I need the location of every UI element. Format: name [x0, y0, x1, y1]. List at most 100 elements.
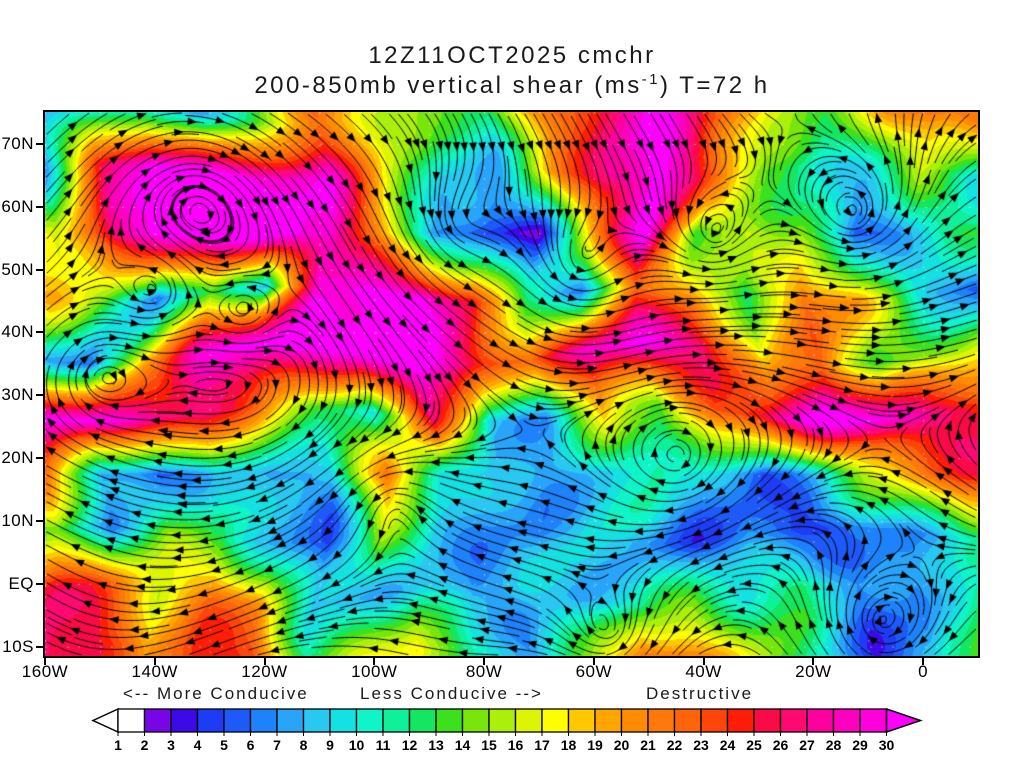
colorbar-label: 20	[614, 737, 630, 753]
x-axis-label: 80W	[465, 662, 503, 681]
colorbar-label: 30	[879, 737, 895, 753]
colorbar-cell	[620, 708, 649, 733]
x-axis-label: 120W	[241, 662, 288, 681]
y-axis-label: 10S	[2, 636, 34, 656]
x-axis-tick	[592, 657, 595, 665]
colorbar-cell	[302, 708, 331, 733]
colorbar-cell	[196, 708, 225, 733]
y-axis-label: 60N	[1, 196, 34, 216]
colorbar-label: 18	[561, 737, 577, 753]
y-axis-label: 50N	[1, 259, 34, 279]
x-axis-tick	[812, 657, 815, 665]
x-axis-tick	[263, 657, 266, 665]
y-axis-tick	[36, 331, 44, 334]
x-axis-tick	[483, 657, 486, 665]
title-field-exponent: -1	[641, 72, 661, 88]
colorbar-cell	[647, 708, 676, 733]
colorbar-label: 12	[402, 737, 418, 753]
y-axis-tick	[36, 143, 44, 146]
y-axis-tick	[36, 645, 44, 648]
colorbar-cell	[249, 708, 278, 733]
chart-title-field: 200-850mb vertical shear (ms-1) T=72 h	[0, 72, 1024, 100]
colorbar-cell	[329, 708, 358, 733]
colorbar: 1 2 3 4 5 6 7 8 9 10 11 12 13 14 15 16 17 18 19 20 21 22 23 24 2…	[91, 707, 923, 753]
title-field-post: ) T=72 h	[660, 72, 770, 99]
y-axis-label: 30N	[1, 385, 34, 405]
colorbar-label: 28	[826, 737, 842, 753]
y-axis-tick	[36, 394, 44, 397]
colorbar-cell	[435, 708, 464, 733]
x-axis-label: 40W	[685, 662, 722, 681]
colorbar-cell	[673, 708, 702, 733]
x-axis-tick	[44, 657, 46, 665]
colorbar-cell	[461, 708, 490, 733]
colorbar-cell	[806, 708, 835, 733]
x-axis-label: 100W	[351, 662, 398, 681]
colorbar-cell	[700, 708, 729, 733]
colorbar-label: 23	[693, 737, 709, 753]
colorbar-cell	[117, 708, 146, 733]
colorbar-label: 19	[587, 737, 603, 753]
x-axis-tick	[922, 657, 925, 665]
colorbar-label: 8	[300, 737, 308, 753]
colorbar-label: 11	[376, 737, 391, 753]
colorbar-label: 5	[220, 737, 228, 753]
colorbar-cell	[541, 708, 570, 733]
colorbar-cell	[514, 708, 543, 733]
colorbar-cell	[223, 708, 252, 733]
legend-destructive: Destructive	[646, 684, 754, 703]
y-axis-tick	[36, 205, 44, 208]
x-axis-label: 20W	[795, 662, 832, 681]
colorbar-label: 25	[746, 737, 762, 753]
y-axis-tick	[36, 519, 44, 522]
y-axis-label: EQ	[8, 573, 34, 593]
colorbar-cell	[753, 708, 782, 733]
legend-less-conducive: Less Conducive -->	[360, 684, 543, 703]
colorbar-label: 16	[508, 737, 524, 753]
x-axis-label: 160W	[21, 662, 69, 681]
x-axis-tick	[153, 657, 156, 665]
colorbar-label: 15	[481, 737, 497, 753]
x-axis-label: 140W	[131, 662, 178, 681]
colorbar-label: 10	[349, 737, 365, 753]
colorbar-label: 2	[141, 737, 149, 753]
colorbar-cell	[488, 708, 517, 733]
colorbar-label: 6	[247, 737, 255, 753]
colorbar-cell	[726, 708, 755, 733]
y-axis-tick	[36, 457, 44, 460]
y-axis-label: 10N	[1, 510, 34, 530]
colorbar-label: 21	[640, 737, 656, 753]
colorbar-under-arrow	[91, 707, 119, 734]
colorbar-label: 7	[273, 737, 281, 753]
y-axis-tick	[36, 582, 44, 585]
colorbar-cell	[355, 708, 384, 733]
colorbar-cell	[382, 708, 411, 733]
colorbar-cell	[859, 708, 888, 733]
colorbar-label: 17	[534, 737, 550, 753]
x-axis-tick	[702, 657, 705, 665]
chart-title-run: 12Z11OCT2025 cmchr	[368, 42, 656, 69]
y-axis-label: 40N	[1, 322, 34, 342]
colorbar-label: 9	[326, 737, 334, 753]
colorbar-cell	[276, 708, 305, 733]
colorbar-label: 29	[852, 737, 868, 753]
x-axis-label: 60W	[575, 662, 613, 681]
colorbar-label: 26	[773, 737, 789, 753]
colorbar-label: 3	[167, 737, 175, 753]
colorbar-label: 24	[720, 737, 736, 753]
colorbar-cell	[779, 708, 808, 733]
colorbar-cell	[832, 708, 861, 733]
colorbar-cell	[143, 708, 172, 733]
x-axis-tick	[373, 657, 376, 665]
x-axis-label: 0	[918, 662, 929, 681]
y-axis-label: 70N	[1, 134, 34, 154]
colorbar-label: 27	[799, 737, 815, 753]
colorbar-cell	[594, 708, 623, 733]
title-field-pre: 200-850mb vertical shear (ms	[254, 72, 642, 99]
colorbar-cell	[170, 708, 199, 733]
colorbar-label: 13	[428, 737, 444, 753]
y-axis-label: 20N	[1, 448, 34, 468]
colorbar-label: 14	[455, 737, 471, 753]
y-axis-tick	[36, 268, 44, 271]
